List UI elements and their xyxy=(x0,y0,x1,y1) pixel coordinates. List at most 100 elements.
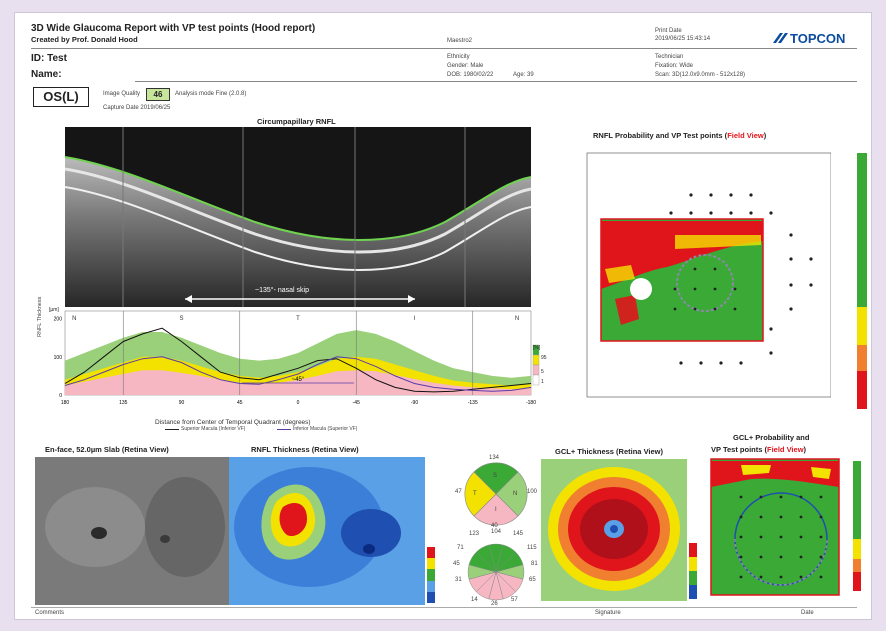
header-divider xyxy=(31,48,857,49)
image-quality-value: 46 xyxy=(146,88,170,101)
clock-value-2: 104 xyxy=(491,529,502,535)
probability-map-title-main: RNFL Probability and VP Test points ( xyxy=(593,131,728,140)
rnfl-x-axis-label: Distance from Center of Temporal Quadran… xyxy=(155,419,311,426)
probability-map-title-field: Field View xyxy=(727,131,764,140)
clock-value-6: 45 xyxy=(453,561,460,567)
rnfl-legend-95: 95 xyxy=(541,355,547,361)
degree-span-label: ~45° xyxy=(292,377,305,383)
gender: Gender: Male xyxy=(447,63,484,69)
rnfl-thickness-title: RNFL Thickness (Retina View) xyxy=(251,445,359,454)
eye-badge: OS(L) xyxy=(33,87,89,107)
fixation: Fixation: Wide xyxy=(655,63,694,69)
y-tick-2: 200 xyxy=(54,317,63,323)
patient-name: Name: xyxy=(31,69,62,80)
capture-date: Capture Date 2019/06/25 xyxy=(103,105,171,111)
clock-value-10: 14 xyxy=(471,597,478,603)
brand-name: TOPCON xyxy=(790,31,845,46)
legend-swatch-4 xyxy=(532,374,540,386)
ethnicity: Ethnicity xyxy=(447,54,470,60)
probability-map-title-end: ) xyxy=(763,131,767,140)
clock-hour-chart: 123 104 145 71 115 45 81 31 65 14 26 57 xyxy=(449,529,543,613)
gcl-thickness-title: GCL+ Thickness (Retina View) xyxy=(555,447,664,456)
clock-value-3: 145 xyxy=(513,531,524,537)
print-date: 2019/06/25 15:43:14 xyxy=(655,36,711,42)
quadrant-chart: 134 47 100 40 S T N I xyxy=(453,455,539,531)
quadrant-s-label: S xyxy=(493,473,498,479)
x-tick-6: -90 xyxy=(411,400,418,406)
rnfl-profile-chart: N S T I N ~45° 0 100 200 180 135 90 45 0 -45 -90 -135 -18… xyxy=(37,297,551,427)
x-tick-2: 90 xyxy=(179,400,185,406)
clock-sector-12 xyxy=(475,544,497,573)
y-tick-1: 100 xyxy=(54,355,63,361)
x-tick-8: -180 xyxy=(526,400,536,406)
x-tick-3: 45 xyxy=(237,400,243,406)
quadrant-i-label: I xyxy=(495,507,497,513)
oct-bscan-image: ~135°- nasal skip xyxy=(65,127,531,307)
print-date-label: Print Date xyxy=(655,28,682,34)
report-sheet: 3D Wide Glaucoma Report with VP test poi… xyxy=(14,12,872,620)
series-line-2 xyxy=(64,356,532,392)
topcon-logo: TOPCON xyxy=(771,30,861,46)
probability-map xyxy=(575,149,832,407)
clock-value-5: 115 xyxy=(527,545,537,551)
clock-value-7: 81 xyxy=(531,561,538,567)
date-label: Date xyxy=(801,610,814,616)
rnfl-legend-5: 5 xyxy=(541,369,544,375)
gcl-prob-title-end: ) xyxy=(803,445,807,454)
rnfl-y-unit: [µm] xyxy=(49,307,59,313)
rnfl-legend-1: 1 xyxy=(541,379,544,385)
quadrant-bottom-value: 40 xyxy=(491,523,498,529)
signature-label: Signature xyxy=(595,610,621,616)
dob: DOB: 1980/02/22 xyxy=(447,72,494,78)
y-tick-0: 0 xyxy=(59,393,62,399)
clock-value-4: 71 xyxy=(457,545,464,551)
image-quality-label: Image Quality xyxy=(103,91,141,97)
x-tick-5: -45 xyxy=(353,400,360,406)
age: Age: 39 xyxy=(513,72,534,78)
enface-title: En-face, 52.0µm Slab (Retina View) xyxy=(45,445,169,454)
legend-superior-swatch xyxy=(165,429,179,430)
report-title: 3D Wide Glaucoma Report with VP test poi… xyxy=(31,23,316,34)
patient-id: ID: Test xyxy=(31,53,67,64)
gcl-thickness-map xyxy=(541,459,687,601)
x-tick-4: 0 xyxy=(297,400,300,406)
quadrant-label-2: S xyxy=(179,316,183,322)
analysis-mode: Analysis mode Fine (2.0.8) xyxy=(175,91,247,97)
nasal-skip-label: ~135°- nasal skip xyxy=(255,287,309,294)
gcl-thickness-colorbar xyxy=(689,543,697,599)
legend-swatch-2 xyxy=(532,354,540,366)
gcl-prob-title-2: VP Test points (Field View) xyxy=(711,445,806,454)
clock-value-12: 57 xyxy=(511,597,518,603)
enface-image xyxy=(35,457,231,605)
rnfl-legend-pct: [%] xyxy=(533,345,541,351)
rnfl-section-title: Circumpapillary RNFL xyxy=(257,117,336,126)
quadrant-label-5: N xyxy=(515,316,519,322)
rnfl-thickness-colorbar xyxy=(427,547,435,603)
clock-value-8: 31 xyxy=(455,577,462,583)
quadrant-top-value: 134 xyxy=(489,455,500,461)
gcl-prob-title-main: VP Test points ( xyxy=(711,445,767,454)
quadrant-n-label: N xyxy=(513,491,518,497)
rnfl-thickness-map xyxy=(229,457,425,605)
created-by: Created by Prof. Donald Hood xyxy=(31,35,138,44)
patient-divider xyxy=(135,81,857,82)
clock-value-1: 123 xyxy=(469,531,480,537)
quadrant-label-3: T xyxy=(296,316,300,322)
x-tick-7: -135 xyxy=(468,400,478,406)
quadrant-label-1: N xyxy=(72,316,76,322)
quadrant-left-value: 47 xyxy=(455,489,462,495)
probability-map-title: RNFL Probability and VP Test points (Fie… xyxy=(593,131,766,140)
legend-superior: Superior Macula (Inferior VF) xyxy=(181,426,246,432)
legend-swatch-3 xyxy=(532,364,540,376)
gcl-probability-colorbar xyxy=(853,461,861,591)
quadrant-t-label: T xyxy=(473,491,477,497)
technician: Technician xyxy=(655,54,684,60)
x-tick-1: 135 xyxy=(119,400,128,406)
gcl-prob-title-field: Field View xyxy=(766,445,804,454)
probability-colorbar xyxy=(857,153,867,409)
clock-value-11: 26 xyxy=(491,601,498,607)
quadrant-right-value: 100 xyxy=(527,489,538,495)
comments-label: Comments xyxy=(35,610,65,616)
software-name: Maestro2 xyxy=(447,38,473,44)
footer-divider xyxy=(31,607,857,608)
